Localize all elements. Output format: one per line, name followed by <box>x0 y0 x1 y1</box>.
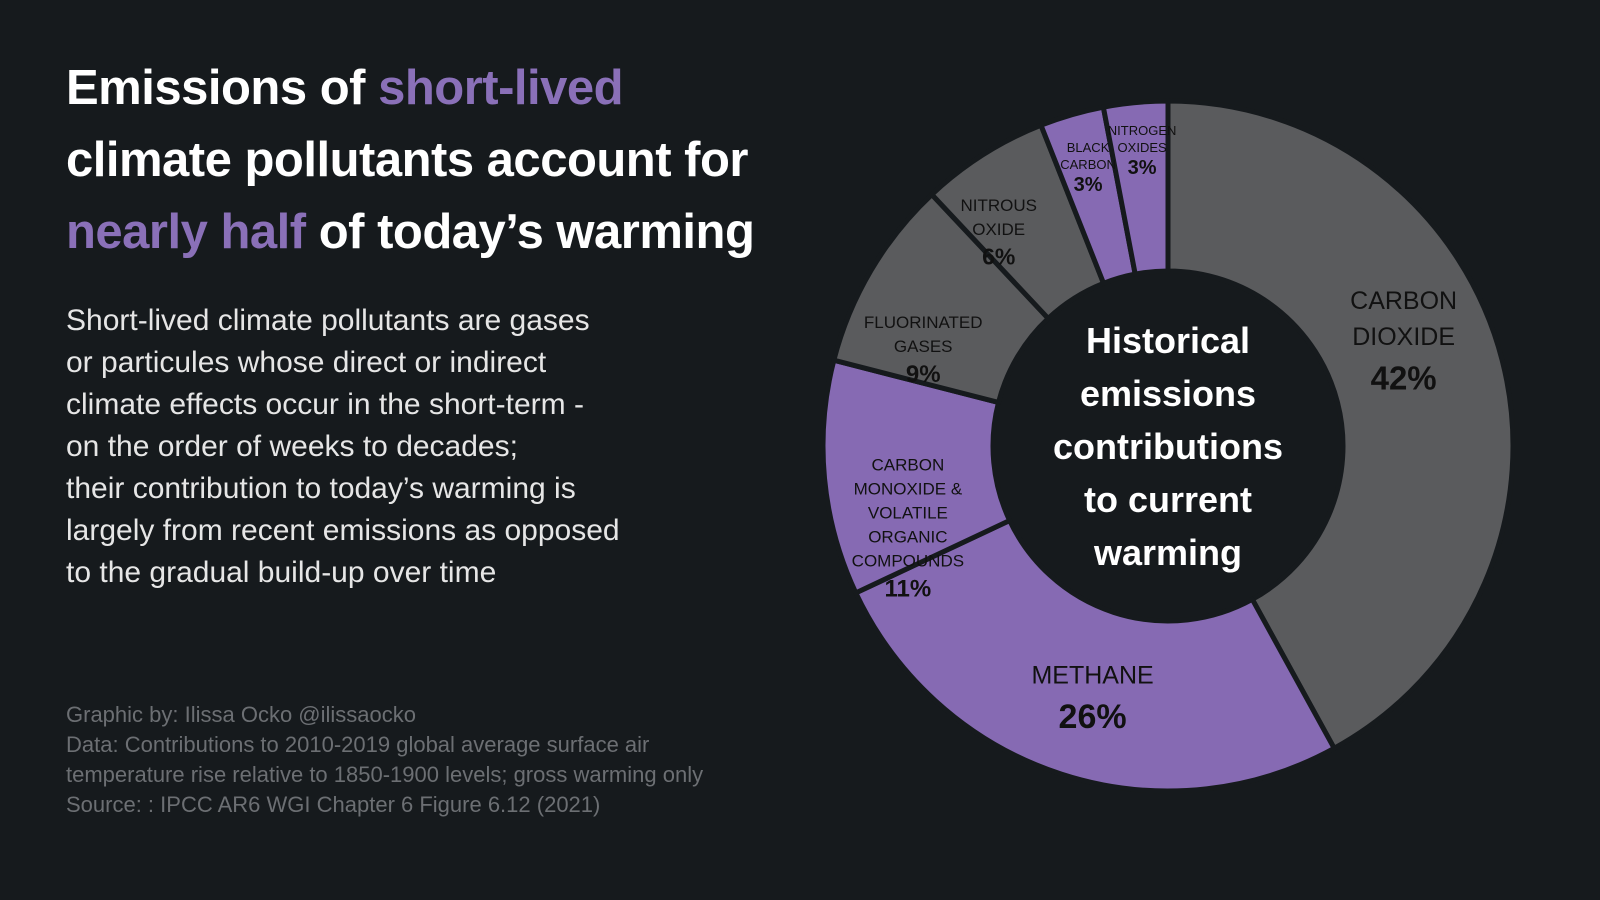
slice-label: NITROUS OXIDE 6% <box>960 196 1037 270</box>
slice-percent-label: 3% <box>1074 174 1103 196</box>
description-line: climate effects occur in the short-term … <box>66 388 584 421</box>
slice-name-label: ORGANIC <box>868 527 947 546</box>
slice-label: CARBON MONOXIDE & VOLATILE ORGANIC COMPOUNDS… <box>852 455 964 602</box>
credit-graphic-by: Graphic by: Ilissa Ocko @ilissaocko <box>66 702 417 727</box>
center-label-line: to current <box>1084 479 1252 520</box>
center-label-line: Historical <box>1086 320 1250 361</box>
slice-name-label: BLACK <box>1067 140 1110 155</box>
slice-name-label: MONOXIDE & <box>854 479 963 498</box>
slice-name-label: FLUORINATED <box>864 313 983 332</box>
slice-carbon-dioxide <box>1165 98 1516 751</box>
slice-name-label: NITROGEN <box>1108 123 1177 138</box>
center-label-line: emissions <box>1080 373 1256 414</box>
slice-name-label: CARBON <box>872 455 945 474</box>
credit-data-line-2: temperature rise relative to 1850-1900 l… <box>66 762 704 787</box>
slice-percent-label: 26% <box>1059 698 1127 736</box>
headline-part1: Emissions of <box>66 61 379 115</box>
slice-name-label: COMPOUNDS <box>852 551 964 570</box>
description-line: Short-lived climate pollutants are gases <box>66 304 590 337</box>
description-line: on the order of weeks to decades; <box>66 430 518 463</box>
description-line: their contribution to today’s warming is <box>66 472 576 505</box>
headline-highlight-short-lived: short-lived <box>378 61 624 115</box>
slice-label: BLACK CARBON 3% <box>1060 140 1116 196</box>
slice-percent-label: 3% <box>1128 157 1157 179</box>
slice-label: CARBON DIOXIDE 42% <box>1350 287 1457 396</box>
description-line: or particules whose direct or indirect <box>66 346 547 379</box>
slice-label: METHANE 26% <box>1031 661 1153 736</box>
description: Short-lived climate pollutants are gases… <box>66 300 726 594</box>
slice-label: FLUORINATED GASES 9% <box>864 313 983 388</box>
slice-name-label: CARBON <box>1060 157 1116 172</box>
description-line: to the gradual build-up over time <box>66 556 497 589</box>
slice-name-label: VOLATILE <box>868 503 948 522</box>
slice-percent-label: 11% <box>885 575 932 602</box>
headline: Emissions of short-lived climate pollutan… <box>66 52 786 268</box>
slice-name-label: NITROUS <box>960 196 1037 215</box>
slice-carbon-monoxide-volatile-organic-compounds <box>820 357 1013 596</box>
slice-methane <box>853 518 1337 794</box>
credit-data-line-1: Data: Contributions to 2010-2019 global … <box>66 732 650 757</box>
slice-name-label: METHANE <box>1031 661 1153 689</box>
slice-name-label: OXIDES <box>1118 140 1167 155</box>
center-label-line: warming <box>1093 532 1242 573</box>
slice-percent-label: 6% <box>982 244 1015 270</box>
headline-highlight-nearly-half: nearly half <box>66 205 306 259</box>
slice-percent-label: 9% <box>906 361 941 388</box>
slice-name-label: OXIDE <box>972 220 1025 239</box>
slice-name-label: CARBON <box>1350 287 1457 315</box>
center-label-line: contributions <box>1053 426 1283 467</box>
slice-name-label: GASES <box>894 337 953 356</box>
headline-part2: climate pollutants account for <box>66 133 748 187</box>
slice-nitrogen-oxides <box>1100 98 1171 277</box>
slice-name-label: DIOXIDE <box>1352 323 1455 351</box>
headline-part3: of today’s warming <box>305 205 755 259</box>
description-line: largely from recent emissions as opposed <box>66 514 620 547</box>
slice-percent-label: 42% <box>1371 359 1437 396</box>
slice-label: NITROGEN OXIDES 3% <box>1108 123 1177 179</box>
credit-source: Source: : IPCC AR6 WGI Chapter 6 Figure … <box>66 792 601 817</box>
credits: Graphic by: Ilissa Ocko @ilissaocko Data… <box>66 700 796 820</box>
